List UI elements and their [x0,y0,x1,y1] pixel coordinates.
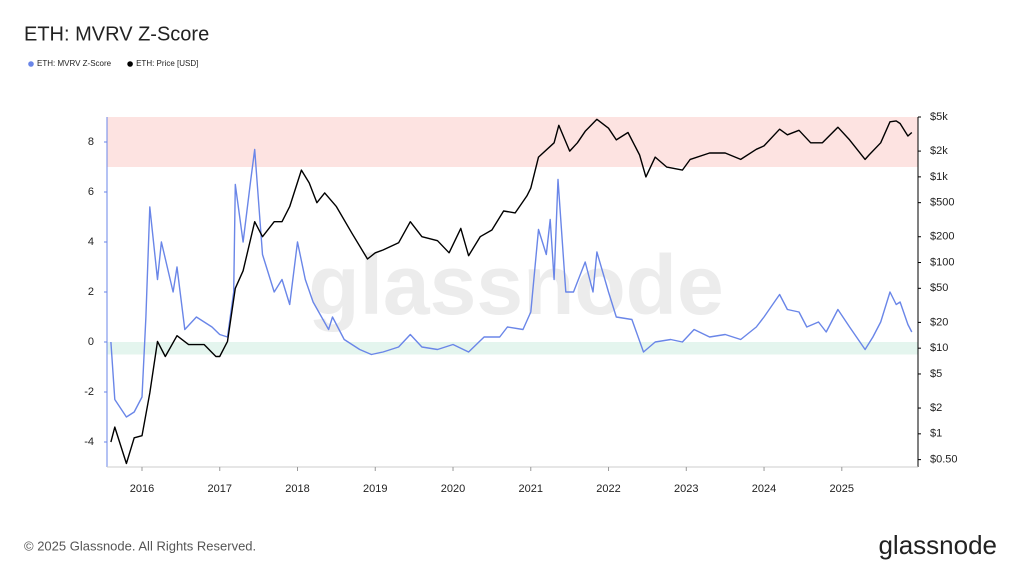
legend-label: ETH: Price [USD] [136,59,198,68]
brand-logo: glassnode [878,530,997,560]
x-tick-label: 2025 [830,483,854,495]
series-line [110,148,913,418]
x-tick-label: 2022 [596,483,620,495]
x-tick-label: 2016 [130,483,154,495]
y-tick-label: 2 [88,286,94,298]
y-tick-label: 6 [88,186,94,198]
x-tick-label: 2019 [363,483,387,495]
y2-tick-label: $200 [930,231,954,243]
legend-swatch [127,61,133,67]
y2-tick-label: $20 [930,316,948,328]
legend-label: ETH: MVRV Z-Score [37,59,112,68]
y2-tick-label: $5 [930,368,942,380]
watermark: glassnode [308,238,723,332]
footer: © 2025 Glassnode. All Rights Reserved. [24,538,256,553]
zone-band [107,342,918,355]
y2-tick-label: $10 [930,342,948,354]
y2-tick-label: $1 [930,428,942,440]
x-tick-label: 2017 [208,483,232,495]
x-tick-label: 2024 [752,483,776,495]
x-tick-label: 2023 [674,483,698,495]
y-tick-label: -4 [84,436,94,448]
x-tick-label: 2021 [519,483,543,495]
chart-title: ETH: MVRV Z-Score [24,23,209,45]
y2-tick-label: $2 [930,402,942,414]
y2-tick-label: $2k [930,145,948,157]
y-tick-label: 0 [88,336,94,348]
x-tick-label: 2020 [441,483,465,495]
y2-tick-label: $50 [930,282,948,294]
legend-swatch [28,61,34,67]
x-tick-label: 2018 [285,483,309,495]
y-tick-label: 4 [88,236,94,248]
y2-tick-label: $5k [930,111,948,123]
y2-tick-label: $100 [930,256,954,268]
y2-tick-label: $0.50 [930,454,958,466]
y2-tick-label: $1k [930,171,948,183]
zone-band [107,117,918,167]
y2-tick-label: $500 [930,197,954,209]
y-tick-label: 8 [88,136,94,148]
series-line [110,118,913,465]
y-tick-label: -2 [84,386,94,398]
